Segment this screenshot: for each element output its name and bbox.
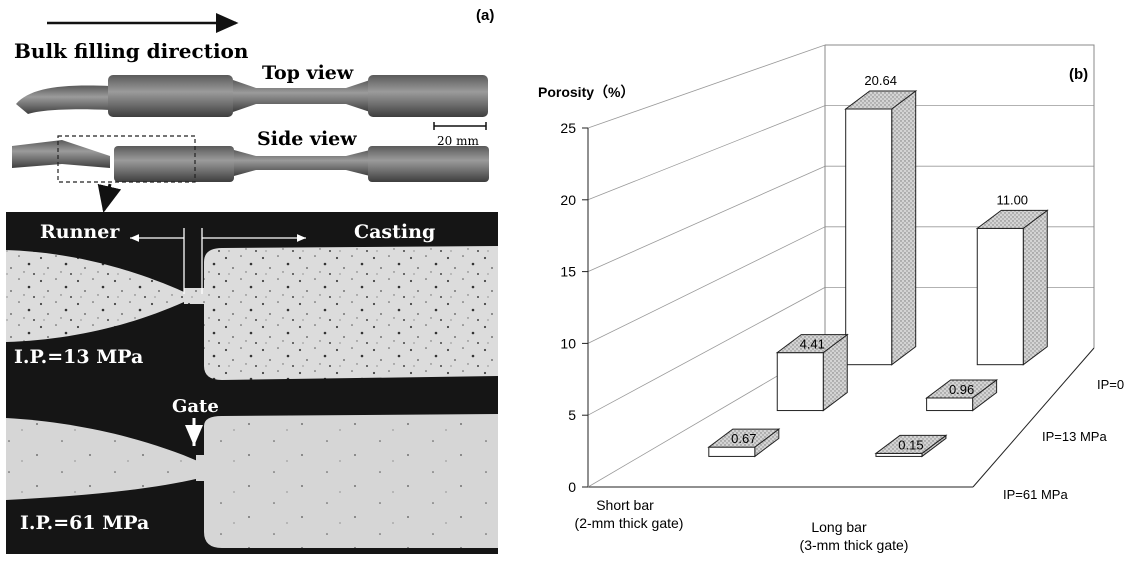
ip-13-label: I.P.=13 MPa bbox=[14, 346, 143, 368]
runner-label: Runner bbox=[40, 221, 120, 243]
y-tick-label: 20 bbox=[560, 192, 576, 208]
series-label-ip61: IP=61 MPa bbox=[1003, 487, 1068, 502]
y-axis-title: Porosity（%） bbox=[538, 84, 634, 100]
zoom-arrow bbox=[97, 183, 122, 213]
category-label-short-bar-line2: (2-mm thick gate) bbox=[575, 515, 684, 531]
bar-ip-61-mpa-short-value-label: 0.67 bbox=[731, 431, 756, 446]
gridline-side bbox=[587, 287, 826, 416]
y-tick-label: 10 bbox=[560, 335, 576, 351]
side-view-label: Side view bbox=[257, 128, 357, 150]
panel-a: (a) Bulk filling direction Top view 20 m… bbox=[6, 7, 498, 554]
gridline-side bbox=[587, 44, 826, 129]
series-label-ip0: IP=0 bbox=[1097, 377, 1124, 392]
panel-b-label: (b) bbox=[1069, 66, 1088, 83]
y-tick-label: 15 bbox=[560, 264, 576, 280]
casting-label: Casting bbox=[354, 221, 435, 243]
runner-section-upper bbox=[6, 250, 184, 342]
y-tick-label: 5 bbox=[568, 407, 576, 423]
panel-a-label: (a) bbox=[476, 7, 494, 24]
bar-ip-13-mpa-short-value-label: 4.41 bbox=[800, 337, 825, 352]
y-tick-label: 0 bbox=[568, 479, 576, 495]
bar-ip-61-mpa-short-front bbox=[708, 446, 756, 457]
category-label-short-bar-line1: Short bar bbox=[596, 497, 654, 513]
bar-ip-13-mpa-long-top bbox=[925, 379, 999, 399]
filling-direction-label: Bulk filling direction bbox=[14, 39, 249, 63]
ip-61-label: I.P.=61 MPa bbox=[20, 512, 149, 534]
bar-ip-0-long-value-label: 11.00 bbox=[996, 192, 1028, 207]
bar-ip-61-mpa-short-top bbox=[707, 428, 781, 448]
runner-section-lower bbox=[6, 418, 200, 500]
bar-ip-0-short-value-label: 20.64 bbox=[864, 73, 897, 88]
category-label-long-bar-line1: Long bar bbox=[811, 519, 867, 535]
bar-ip-0-short-side bbox=[891, 89, 917, 366]
y-axis-ticks: 0 5 10 15 20 25 bbox=[560, 120, 588, 495]
bar-ip-0-long-side bbox=[1022, 209, 1048, 366]
bar-ip-13-mpa-short-front bbox=[776, 352, 824, 412]
bar-ip-0-long-top bbox=[975, 209, 1049, 229]
back-wall-frame bbox=[825, 44, 1095, 348]
panel-b-chart: 0 5 10 15 20 25 20.64 11.00 4.41 0.96 0.67 0.15 Po… bbox=[538, 44, 1124, 553]
gate-label: Gate bbox=[172, 396, 219, 417]
y-tick-label: 25 bbox=[560, 120, 576, 136]
gridline-side bbox=[587, 105, 826, 201]
bar-ip-0-short-top bbox=[844, 90, 918, 110]
bars: 20.64 11.00 4.41 0.96 0.67 0.15 bbox=[707, 73, 1049, 458]
gridline-side bbox=[587, 226, 826, 344]
gridline-side bbox=[587, 165, 826, 272]
series-label-ip13: IP=13 MPa bbox=[1042, 429, 1107, 444]
category-label-long-bar-line2: (3-mm thick gate) bbox=[800, 537, 909, 553]
bar-ip-13-mpa-short-top bbox=[775, 334, 849, 354]
specimen-side-view bbox=[12, 140, 489, 182]
bar-ip-61-mpa-long-top bbox=[874, 434, 948, 454]
top-view-label: Top view bbox=[262, 62, 354, 84]
bar-ip-0-short-front bbox=[845, 108, 893, 366]
casting-section-lower bbox=[204, 414, 498, 548]
bar-ip-61-mpa-long-value-label: 0.15 bbox=[898, 437, 923, 452]
specimen-top-view bbox=[16, 75, 488, 117]
bar-ip-0-long-front bbox=[976, 227, 1024, 366]
depth-axis bbox=[972, 347, 1095, 488]
scale-bar-label: 20 mm bbox=[437, 134, 479, 148]
micrograph bbox=[6, 212, 498, 554]
zoom-box bbox=[57, 135, 196, 183]
bar-ip-13-mpa-long-value-label: 0.96 bbox=[949, 382, 974, 397]
bar-ip-13-mpa-long-front bbox=[926, 397, 974, 412]
casting-section-upper bbox=[204, 246, 498, 380]
